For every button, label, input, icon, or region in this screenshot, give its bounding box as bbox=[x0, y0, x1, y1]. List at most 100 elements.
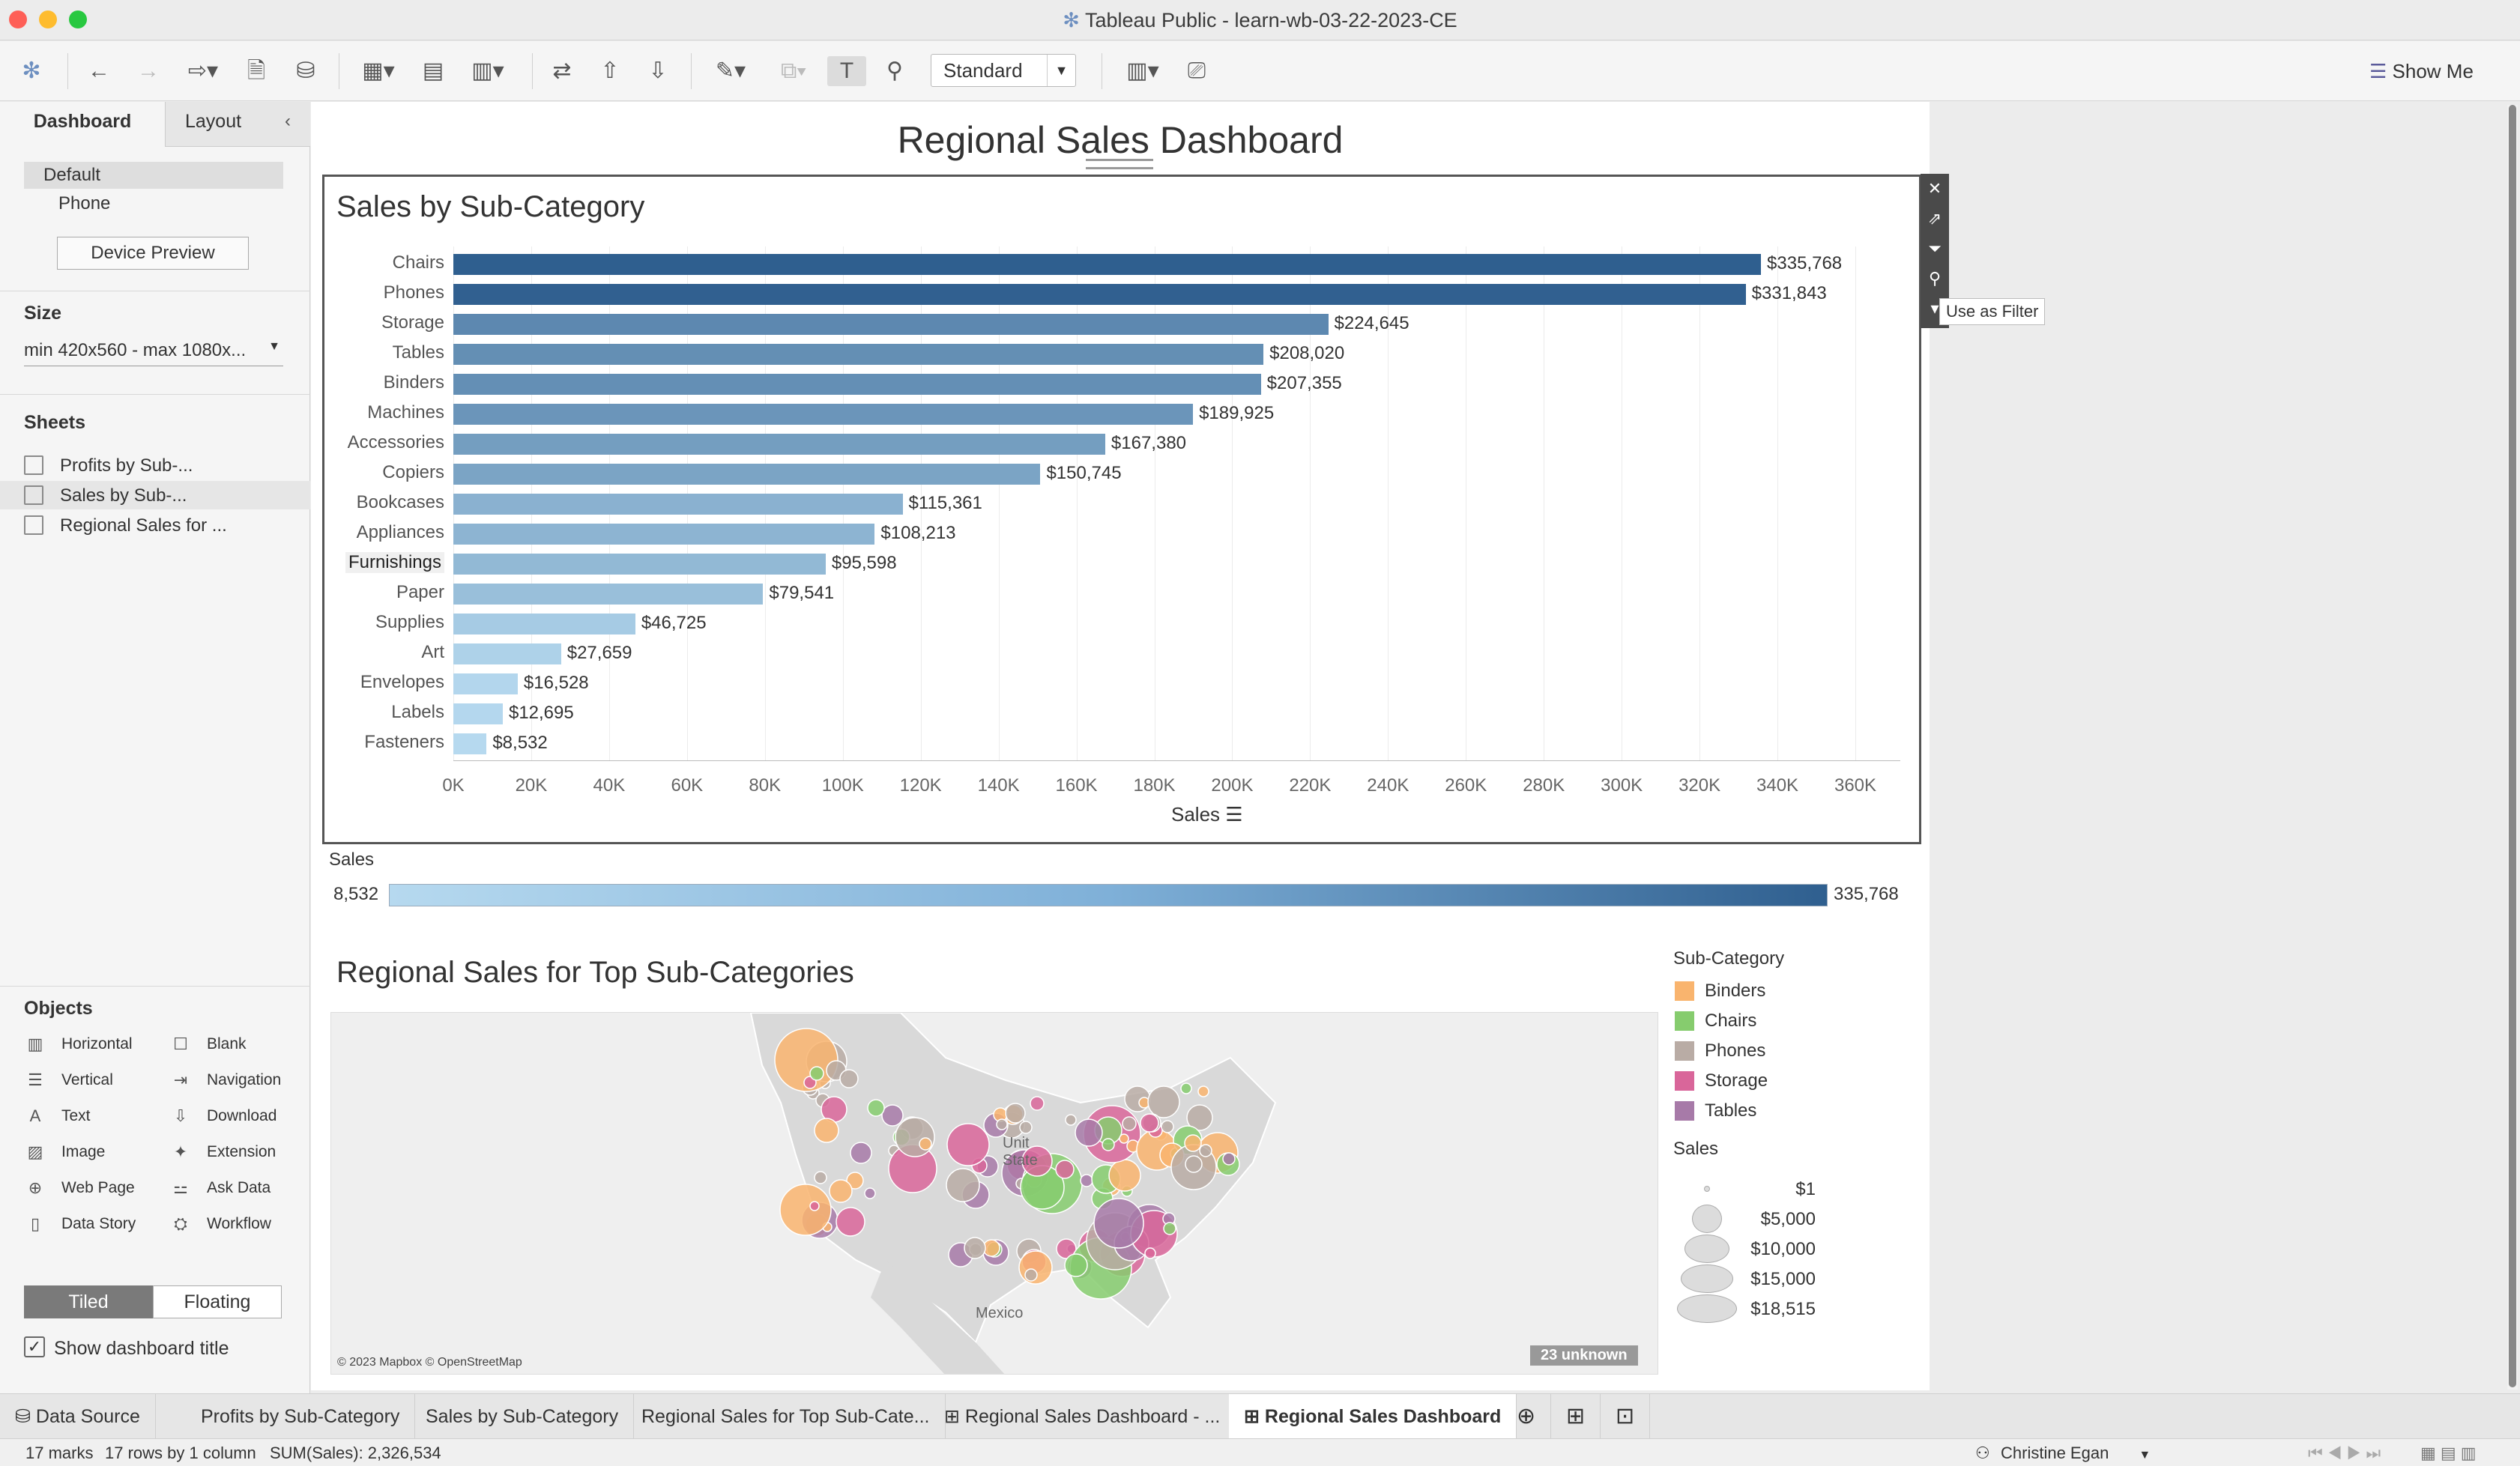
bar-paper[interactable] bbox=[453, 584, 764, 605]
map-mark[interactable] bbox=[996, 1118, 1008, 1130]
category-label[interactable]: Accessories bbox=[347, 432, 444, 452]
map-mark[interactable] bbox=[1108, 1159, 1141, 1192]
sort-descending-icon[interactable]: ⇩ bbox=[648, 58, 668, 83]
category-label[interactable]: Chairs bbox=[392, 252, 444, 273]
bar-fasteners[interactable] bbox=[453, 733, 487, 754]
minimize-window-button[interactable] bbox=[39, 10, 57, 28]
object-download[interactable]: Download bbox=[207, 1107, 277, 1124]
map-mark[interactable] bbox=[846, 1172, 864, 1190]
map-mark[interactable] bbox=[809, 1066, 824, 1081]
unknown-locations-badge[interactable]: 23 unknown bbox=[1530, 1345, 1638, 1366]
map-mark[interactable] bbox=[1186, 1104, 1213, 1131]
map-mark[interactable] bbox=[1065, 1114, 1077, 1126]
category-label[interactable]: Paper bbox=[396, 582, 444, 602]
tab-data-source[interactable]: ⛁ Data Source bbox=[0, 1394, 156, 1439]
map-mark[interactable] bbox=[895, 1117, 935, 1157]
filter-icon[interactable]: ⏷ bbox=[1928, 239, 1942, 258]
bar-accessories[interactable] bbox=[453, 434, 1105, 455]
show-cards-icon[interactable]: ▥▾ bbox=[1126, 58, 1159, 83]
sort-icon[interactable]: ☰ bbox=[1220, 803, 1243, 826]
map-mark[interactable] bbox=[1056, 1238, 1077, 1259]
sales-by-subcategory-sheet[interactable]: Sales by Sub-Category 0K 20K 40K 60K 80K 100K… bbox=[322, 175, 1921, 844]
bar-copiers[interactable] bbox=[453, 464, 1041, 485]
legend-swatch[interactable] bbox=[1675, 1011, 1694, 1031]
swap-rows-columns-icon[interactable]: ⇄ bbox=[552, 58, 572, 83]
category-label[interactable]: Art bbox=[421, 642, 444, 662]
sheet-navigation-icons[interactable]: ⏮ ◀ ▶ ⏭ bbox=[2308, 1444, 2381, 1462]
floating-toggle[interactable]: Floating bbox=[153, 1285, 282, 1318]
tab-regional-sales-dashboard[interactable]: ⊞ Regional Sales Dashboard bbox=[1229, 1394, 1517, 1439]
tab-dashboard[interactable]: Dashboard bbox=[0, 102, 165, 147]
map-mark[interactable] bbox=[1199, 1144, 1212, 1157]
tab-layout[interactable]: Layout bbox=[165, 102, 310, 147]
legend-swatch[interactable] bbox=[1675, 1041, 1694, 1061]
map-mark[interactable] bbox=[1163, 1222, 1176, 1235]
bar-furnishings[interactable] bbox=[453, 554, 826, 575]
show-me-button[interactable]: ☰ Show Me bbox=[2369, 60, 2474, 82]
map-mark[interactable] bbox=[1055, 1160, 1075, 1179]
object-workflow[interactable]: Workflow bbox=[207, 1215, 271, 1232]
drag-handle[interactable] bbox=[1086, 159, 1153, 169]
legend-swatch[interactable] bbox=[1675, 981, 1694, 1001]
sheet-item-regional[interactable]: Regional Sales for ... bbox=[60, 515, 227, 536]
duplicate-sheet-icon[interactable]: ▤ bbox=[422, 58, 444, 83]
go-to-sheet-icon[interactable]: ⇗ bbox=[1927, 209, 1942, 228]
view-mode-icons[interactable]: ▦ ▤ ▥ bbox=[2420, 1444, 2477, 1462]
map-mark[interactable] bbox=[1080, 1174, 1093, 1187]
bar-envelopes[interactable] bbox=[453, 673, 518, 694]
vertical-scrollbar[interactable] bbox=[2507, 105, 2518, 1390]
legend-swatch[interactable] bbox=[1675, 1071, 1694, 1091]
tab-regional-sales[interactable]: Regional Sales for Top Sub-Cate... bbox=[626, 1394, 946, 1439]
object-image[interactable]: Image bbox=[61, 1143, 106, 1160]
user-menu[interactable]: Christine Egan ▼ bbox=[2001, 1444, 2151, 1462]
category-label[interactable]: Machines bbox=[367, 402, 444, 422]
map-mark[interactable] bbox=[1122, 1116, 1137, 1131]
map-mark[interactable] bbox=[1119, 1133, 1129, 1144]
bar-machines[interactable] bbox=[453, 404, 1194, 425]
map-mark[interactable] bbox=[814, 1171, 827, 1184]
tab-profits-by-subcategory[interactable]: Profits by Sub-Category bbox=[186, 1394, 416, 1439]
add-data-source-icon[interactable]: ⛁ bbox=[296, 58, 315, 83]
show-mark-labels-icon[interactable]: T bbox=[827, 56, 866, 86]
collapse-pane-icon[interactable]: ‹ bbox=[285, 111, 291, 131]
object-web-page[interactable]: Web Page bbox=[61, 1179, 135, 1196]
close-icon[interactable]: ✕ bbox=[1927, 179, 1942, 198]
map-mark[interactable] bbox=[1005, 1103, 1026, 1124]
device-preview-button[interactable]: Device Preview bbox=[57, 237, 249, 270]
map-attribution[interactable]: © 2023 Mapbox © OpenStreetMap bbox=[337, 1356, 522, 1369]
category-label[interactable]: Furnishings bbox=[345, 552, 444, 573]
map-mark[interactable] bbox=[946, 1168, 980, 1202]
bar-bookcases[interactable] bbox=[453, 494, 903, 515]
category-label[interactable]: Tables bbox=[392, 342, 444, 363]
scroll-thumb[interactable] bbox=[2509, 105, 2516, 1387]
map-mark[interactable] bbox=[839, 1069, 859, 1088]
tiled-toggle[interactable]: Tiled bbox=[24, 1285, 153, 1318]
size-dropdown[interactable]: min 420x560 - max 1080x... ▼ bbox=[24, 340, 283, 366]
category-label[interactable]: Storage bbox=[381, 312, 444, 333]
object-vertical[interactable]: Vertical bbox=[61, 1071, 113, 1088]
map-mark[interactable] bbox=[1075, 1118, 1103, 1147]
bar-appliances[interactable] bbox=[453, 524, 875, 545]
map-mark[interactable] bbox=[881, 1104, 904, 1127]
bar-supplies[interactable] bbox=[453, 614, 635, 634]
new-worksheet-icon[interactable]: ▦▾ bbox=[362, 58, 395, 83]
map-mark[interactable] bbox=[867, 1099, 885, 1117]
fit-dropdown[interactable]: Standard ▼ bbox=[931, 54, 1076, 87]
map-mark[interactable] bbox=[1147, 1085, 1180, 1118]
object-data-story[interactable]: Data Story bbox=[61, 1215, 136, 1232]
map-mark[interactable] bbox=[1030, 1096, 1045, 1111]
category-label[interactable]: Phones bbox=[383, 282, 444, 303]
zoom-window-button[interactable] bbox=[69, 10, 87, 28]
map-mark[interactable] bbox=[1140, 1113, 1159, 1133]
regional-sales-map[interactable]: Unit State Mexico © 2023 Mapbox © OpenSt… bbox=[330, 1012, 1658, 1375]
map-mark[interactable] bbox=[964, 1237, 986, 1259]
legend-label[interactable]: Tables bbox=[1705, 1100, 1757, 1121]
bar-storage[interactable] bbox=[453, 314, 1329, 335]
data-source-icon[interactable]: ⇨▾ bbox=[187, 58, 219, 83]
bar-art[interactable] bbox=[453, 643, 561, 664]
legend-label[interactable]: Binders bbox=[1705, 981, 1766, 1001]
sheet-item-profits[interactable]: Profits by Sub-... bbox=[60, 455, 193, 476]
undo-icon[interactable]: ← bbox=[88, 58, 110, 83]
object-extension[interactable]: Extension bbox=[207, 1143, 277, 1160]
object-blank[interactable]: Blank bbox=[207, 1035, 247, 1052]
